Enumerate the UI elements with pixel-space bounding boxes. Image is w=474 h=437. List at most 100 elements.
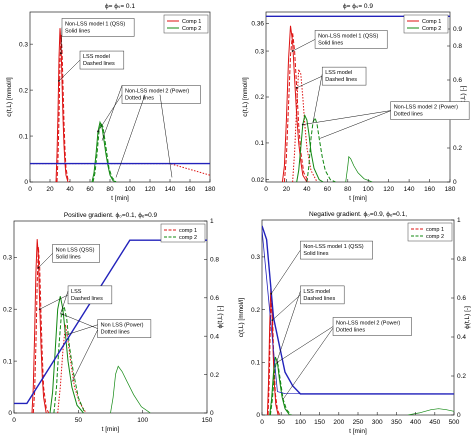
y2-tick-label: 0.2 bbox=[210, 372, 219, 379]
annotation-arrow bbox=[65, 324, 98, 336]
annotation-box bbox=[52, 244, 100, 263]
y-tick-label: 0.2 bbox=[3, 306, 12, 313]
y2-axis-label: ϕ(t,L) [-] bbox=[464, 306, 471, 329]
annotation-box bbox=[67, 285, 113, 305]
x-tick-label: 100 bbox=[125, 186, 136, 193]
series-group bbox=[30, 28, 210, 182]
annotation-text: LSS model bbox=[303, 289, 330, 295]
annotation-arrow-head bbox=[295, 86, 298, 89]
legend-entry: comp 1 bbox=[179, 228, 197, 234]
legend-box bbox=[160, 223, 206, 243]
y2-tick-label: 0.6 bbox=[457, 295, 466, 302]
y-tick-label: 0.1 bbox=[251, 359, 260, 366]
series-line-7 bbox=[262, 229, 454, 395]
annotation-text: Dashed lines bbox=[325, 77, 357, 83]
x-tick-label: 80 bbox=[106, 186, 114, 193]
annotation-text: LSS bbox=[71, 289, 82, 295]
annotation-text: Non-LSS model 2 (Power) bbox=[336, 321, 400, 327]
chart-title: ϕ= ϕₛ= 0.9 bbox=[343, 3, 373, 10]
annotation-text: Non-LSS model 1 (QSS) bbox=[303, 244, 363, 250]
y-tick-label: 0 bbox=[256, 412, 260, 419]
annotation-text: Dashed lines bbox=[303, 296, 335, 302]
x-axis-label: t [min] bbox=[102, 426, 120, 433]
x-tick-label: 500 bbox=[449, 419, 460, 426]
y-tick-label: 0 bbox=[8, 410, 12, 417]
series-line-4 bbox=[269, 361, 292, 415]
y2-tick-label: 1 bbox=[457, 217, 461, 224]
annotation-arrow-head bbox=[60, 52, 62, 55]
x-tick-label: 60 bbox=[86, 186, 94, 193]
y2-tick-label: 0.8 bbox=[210, 257, 219, 264]
annotation-text: Non LSS (Power) bbox=[101, 323, 144, 329]
y2-tick-label: 0.9 bbox=[453, 26, 462, 33]
y2-tick-label: 0 bbox=[457, 412, 461, 419]
annotation-box bbox=[79, 50, 125, 70]
annotation-arrow bbox=[101, 85, 123, 141]
x-tick-label: 50 bbox=[278, 419, 286, 426]
y-tick-label: 0.3 bbox=[251, 254, 260, 261]
y2-tick-label: 0.2 bbox=[453, 145, 462, 152]
x-tick-label: 140 bbox=[404, 186, 415, 193]
annotation-arrow-head bbox=[270, 292, 273, 295]
annotation-text: Solid lines bbox=[65, 28, 90, 34]
y2-tick-label: 0.4 bbox=[457, 334, 466, 341]
annotation-box bbox=[61, 18, 135, 37]
series-line-2 bbox=[283, 32, 310, 182]
annotation-box bbox=[97, 319, 152, 338]
y-axis-label: c(t,L) [mmol/l] bbox=[242, 77, 249, 117]
y-tick-label: 0.2 bbox=[251, 307, 260, 314]
annotation-arrow bbox=[38, 253, 53, 268]
x-tick-label: 0 bbox=[12, 417, 16, 424]
x-tick-label: 100 bbox=[363, 186, 374, 193]
y2-tick-label: 0.6 bbox=[453, 77, 462, 84]
x-tick-label: 150 bbox=[202, 417, 213, 424]
legend-entry: comp 2 bbox=[426, 234, 444, 240]
annotation-arrow-head bbox=[291, 50, 294, 52]
annotation-arrow bbox=[296, 75, 323, 89]
annotation-arrow bbox=[62, 314, 98, 329]
x-axis-label: t [min] bbox=[349, 195, 367, 202]
annotation-text: Solid lines bbox=[56, 254, 81, 260]
annotation-text: Dashed lines bbox=[83, 61, 115, 67]
x-tick-label: 100 bbox=[137, 417, 148, 424]
x-tick-label: 140 bbox=[165, 186, 176, 193]
annotation-arrow bbox=[277, 326, 334, 363]
annotation-box bbox=[300, 285, 345, 305]
y-tick-label: 0.36 bbox=[251, 21, 264, 28]
plot-frame bbox=[13, 220, 208, 414]
annotation-arrow bbox=[58, 59, 81, 82]
x-tick-label: 20 bbox=[283, 186, 291, 193]
annotation-arrow bbox=[320, 110, 391, 139]
annotation-arrow-head bbox=[38, 308, 41, 311]
series-line-3 bbox=[91, 120, 117, 182]
annotation-arrow bbox=[276, 291, 301, 363]
y2-tick-label: 0.6 bbox=[210, 295, 219, 302]
annotation-arrow bbox=[292, 39, 316, 52]
series-line-6 bbox=[345, 155, 373, 182]
y-tick-label: 0.3 bbox=[3, 255, 12, 262]
annotation-3: Non-LSS model 2 (Power)Dotted lines bbox=[276, 317, 412, 364]
annotation-text: Non-LSS model 1 (QSS) bbox=[65, 21, 125, 27]
annotation-text: Dotted lines bbox=[125, 96, 154, 102]
annotation-box bbox=[390, 101, 470, 120]
x-tick-label: 100 bbox=[295, 419, 306, 426]
chart-title: Positive gradient. ϕ₀=0.1, ϕₑ=0.9 bbox=[64, 212, 158, 219]
series-line-1 bbox=[55, 28, 69, 182]
y-tick-label: 0.1 bbox=[3, 358, 12, 365]
legend-entry: Comp 2 bbox=[422, 26, 441, 32]
x-tick-label: 40 bbox=[303, 186, 311, 193]
series-line-5 bbox=[407, 408, 454, 415]
series-line-2 bbox=[32, 246, 50, 413]
x-tick-label: 180 bbox=[445, 186, 456, 193]
series-line-6 bbox=[110, 365, 151, 413]
x-tick-label: 450 bbox=[429, 419, 440, 426]
x-tick-label: 50 bbox=[75, 417, 83, 424]
annotation-box bbox=[332, 317, 412, 336]
annotation-text: Dashed lines bbox=[71, 296, 103, 302]
x-tick-label: 200 bbox=[333, 419, 344, 426]
